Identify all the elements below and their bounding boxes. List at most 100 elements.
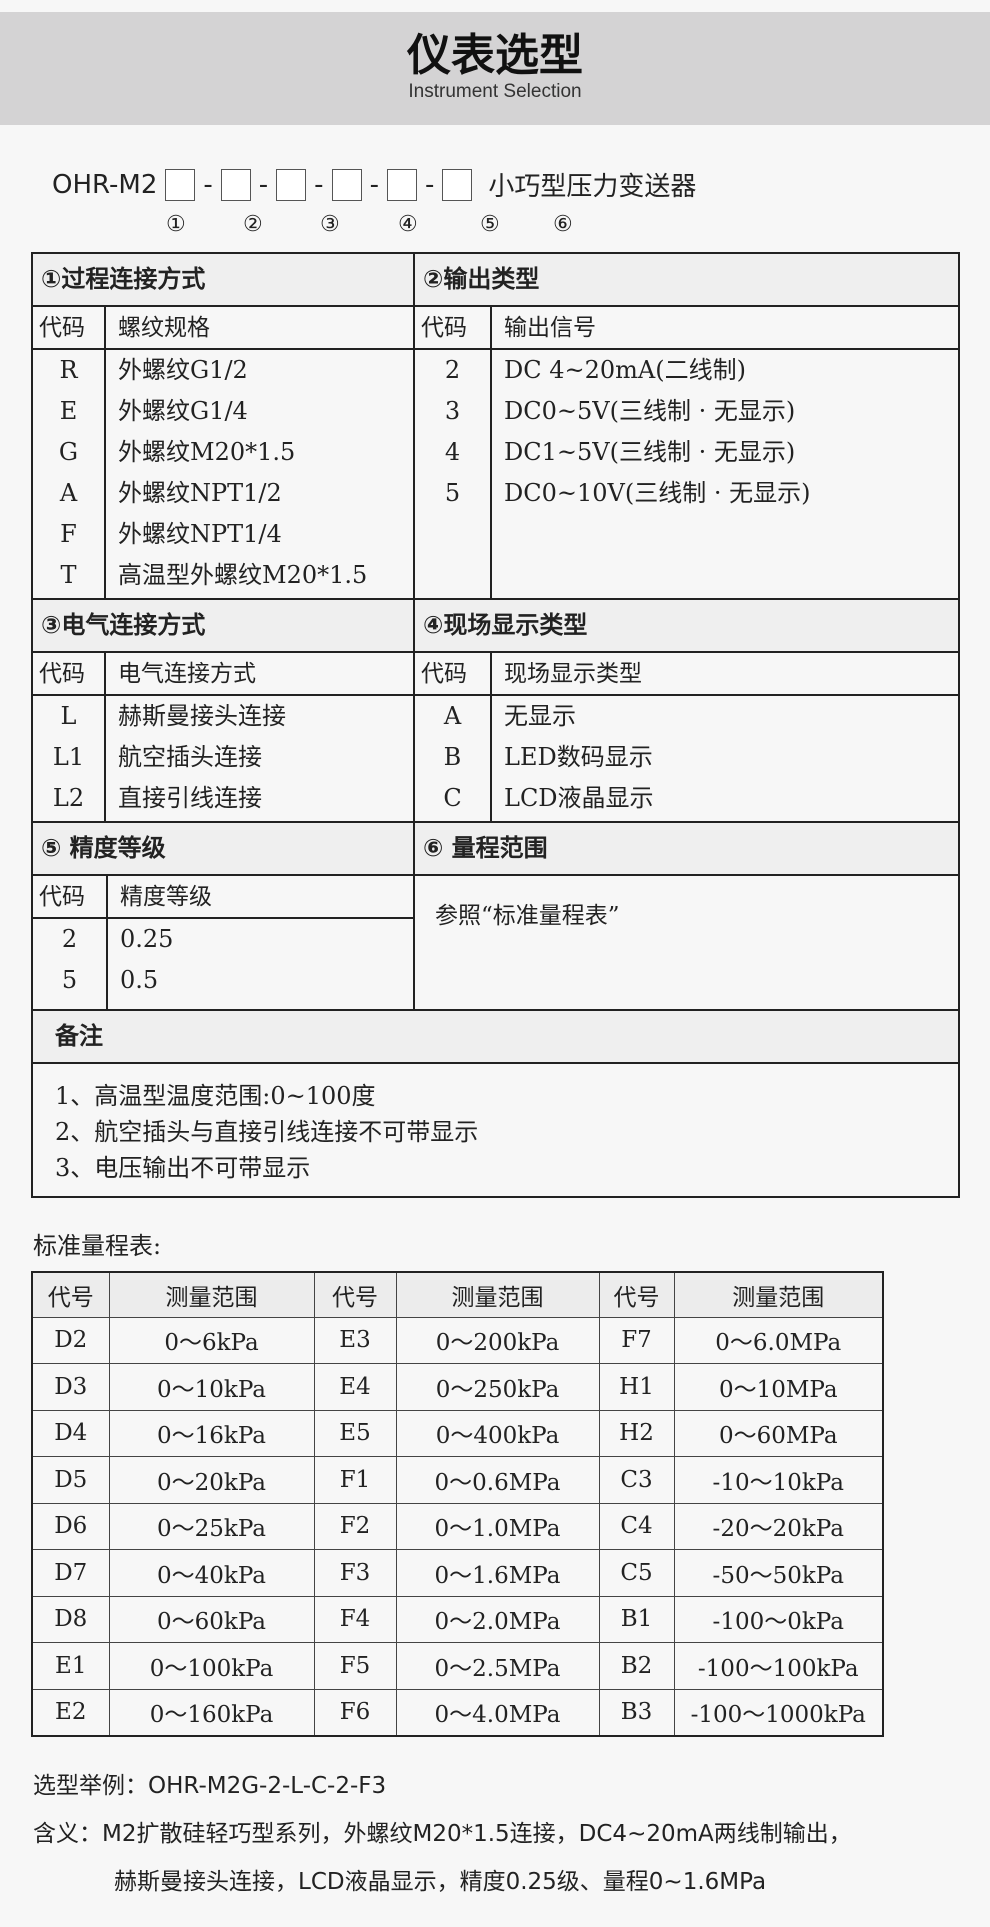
notes-title: 备注 xyxy=(33,1011,958,1062)
code-cell: D3 xyxy=(31,1363,110,1411)
meaning-line-2: 赫斯曼接头连接，LCD液晶显示，精度0.25级、量程0~1.6MPa xyxy=(114,1869,767,1895)
range-cell: 0～2.0MPa xyxy=(395,1595,600,1643)
code-header: 代码 xyxy=(33,307,106,348)
range-cell: -20～20kPa xyxy=(673,1502,884,1550)
code-cell: C5 xyxy=(598,1549,675,1597)
option-value: LCD液晶显示 xyxy=(504,784,654,812)
code-cell: C4 xyxy=(598,1502,675,1550)
value-header: 输出信号 xyxy=(504,315,596,341)
option-value: 直接引线连接 xyxy=(118,784,262,812)
range-cell: -50～50kPa xyxy=(673,1549,884,1597)
option-value: DC0~10V(三线制 · 无显示) xyxy=(504,479,811,507)
section-title: ②输出类型 xyxy=(415,254,958,305)
marker: ③ xyxy=(320,212,340,237)
code-cell: E3 xyxy=(313,1316,397,1364)
range-cell: 0～6.0MPa xyxy=(673,1316,884,1364)
option-value: 外螺纹NPT1/4 xyxy=(118,520,282,548)
code-cell: B3 xyxy=(598,1688,675,1736)
code-cell: E4 xyxy=(313,1363,397,1411)
section-s4: ④现场显示类型 代码 现场显示类型 A B C 无显示 LED数码显示 LCD液晶显示 xyxy=(415,600,958,821)
code-cell: B1 xyxy=(598,1595,675,1643)
table-row: D6 0～25kPa F2 0～1.0MPa C4 -20～20kPa xyxy=(31,1502,884,1550)
section-s3: ③电气连接方式 代码 电气连接方式 L L1 L2 赫斯曼接头连接 航空插头连接 直接引线连… xyxy=(33,600,415,821)
table-row: D8 0～60kPa F4 0～2.0MPa B1 -100～0kPa xyxy=(31,1595,884,1643)
page-title: 仪表选型 xyxy=(407,30,583,81)
slot-2 xyxy=(220,168,251,201)
slot-6 xyxy=(442,168,473,201)
code-cell: D6 xyxy=(31,1502,110,1550)
option-code: R xyxy=(59,356,78,384)
range-table: 代号 测量范围 代号 测量范围 代号 测量范围 D2 0～6kPa E3 0～200kPa F7 0… xyxy=(31,1271,884,1737)
slot-4 xyxy=(331,168,362,201)
option-value: 外螺纹G1/4 xyxy=(118,397,248,425)
section-title: ⑥ 量程范围 xyxy=(415,823,958,874)
option-code: L xyxy=(60,702,77,730)
section-s6: ⑥ 量程范围 参照“标准量程表” xyxy=(415,823,958,1009)
marker: ⑤ xyxy=(480,212,500,237)
range-cell: 0～200kPa xyxy=(395,1316,600,1364)
range-cell: -10～10kPa xyxy=(673,1456,884,1504)
code-cell: F2 xyxy=(313,1502,397,1550)
example-line: 选型举例：OHR-M2G-2-L-C-2-F3 xyxy=(33,1773,387,1799)
code-cell: F7 xyxy=(598,1316,675,1364)
code-cell: C3 xyxy=(598,1456,675,1504)
range-cell: 0～400kPa xyxy=(395,1409,600,1457)
range-cell: 0～60MPa xyxy=(673,1409,884,1457)
section-title: ③电气连接方式 xyxy=(33,600,413,651)
range-cell: 0～40kPa xyxy=(108,1549,315,1597)
option-value: 外螺纹M20*1.5 xyxy=(118,438,296,466)
page-subtitle: Instrument Selection xyxy=(408,81,582,102)
range-cell: 0～25kPa xyxy=(108,1502,315,1550)
sep: - xyxy=(203,169,213,200)
option-code: E xyxy=(59,397,78,425)
code-cell: D8 xyxy=(31,1595,110,1643)
code-cell: F3 xyxy=(313,1549,397,1597)
option-value: DC1~5V(三线制 · 无显示) xyxy=(504,438,796,466)
option-value: 赫斯曼接头连接 xyxy=(118,702,286,730)
code-header: 代码 xyxy=(415,653,492,694)
sep: - xyxy=(314,169,324,200)
model-code-template: OHR-M2 - - - - - 小巧型压力变送器 xyxy=(52,166,696,203)
option-value: 外螺纹G1/2 xyxy=(118,356,248,384)
sep: - xyxy=(258,169,269,200)
sep: - xyxy=(369,169,379,200)
option-value: 无显示 xyxy=(504,702,576,730)
range-cell: 0～6kPa xyxy=(108,1316,315,1364)
range-cell: -100～1000kPa xyxy=(673,1688,884,1736)
range-cell: 0～1.6MPa xyxy=(395,1549,600,1597)
code-cell: F1 xyxy=(313,1456,397,1504)
option-code: G xyxy=(58,438,79,466)
option-code: T xyxy=(60,561,77,589)
value-header: 电气连接方式 xyxy=(118,661,256,687)
option-code: C xyxy=(443,784,462,812)
section-title: ①过程连接方式 xyxy=(33,254,413,305)
code-cell: F5 xyxy=(313,1642,397,1690)
column-header: 测量范围 xyxy=(395,1271,600,1318)
range-cell: 0～2.5MPa xyxy=(395,1642,600,1690)
range-cell: 0～100kPa xyxy=(108,1642,315,1690)
code-cell: E5 xyxy=(313,1409,397,1457)
column-header: 代号 xyxy=(313,1271,397,1318)
selection-table: ①过程连接方式 代码 螺纹规格 R E G A F T 外螺纹G1/2 外螺纹G1/4 外螺纹M2… xyxy=(31,252,960,1198)
option-code: 5 xyxy=(61,966,78,994)
section-title: ④现场显示类型 xyxy=(415,600,958,651)
code-cell: D5 xyxy=(31,1456,110,1504)
marker: ① xyxy=(166,212,186,237)
marker: ④ xyxy=(398,212,418,237)
slot-5 xyxy=(386,168,417,201)
code-cell: B2 xyxy=(598,1642,675,1690)
note-item: 1、高温型温度范围:0~100度 xyxy=(55,1082,376,1110)
option-code: 2 xyxy=(61,925,78,953)
range-cell: 0～250kPa xyxy=(395,1363,600,1411)
note-item: 2、航空插头与直接引线连接不可带显示 xyxy=(55,1118,479,1146)
table-row: D7 0～40kPa F3 0～1.6MPa C5 -50～50kPa xyxy=(31,1549,884,1597)
value-header: 现场显示类型 xyxy=(504,661,642,687)
range-cell: 0～4.0MPa xyxy=(395,1688,600,1736)
column-header: 测量范围 xyxy=(108,1271,315,1318)
code-header: 代码 xyxy=(415,307,492,348)
option-code: L2 xyxy=(52,784,85,812)
option-code: B xyxy=(443,743,462,771)
option-value: 0.5 xyxy=(120,966,159,994)
section-s1: ①过程连接方式 代码 螺纹规格 R E G A F T 外螺纹G1/2 外螺纹G1/4 外螺纹M2… xyxy=(33,254,415,598)
table-row: D3 0～10kPa E4 0～250kPa H1 0～10MPa xyxy=(31,1363,884,1411)
